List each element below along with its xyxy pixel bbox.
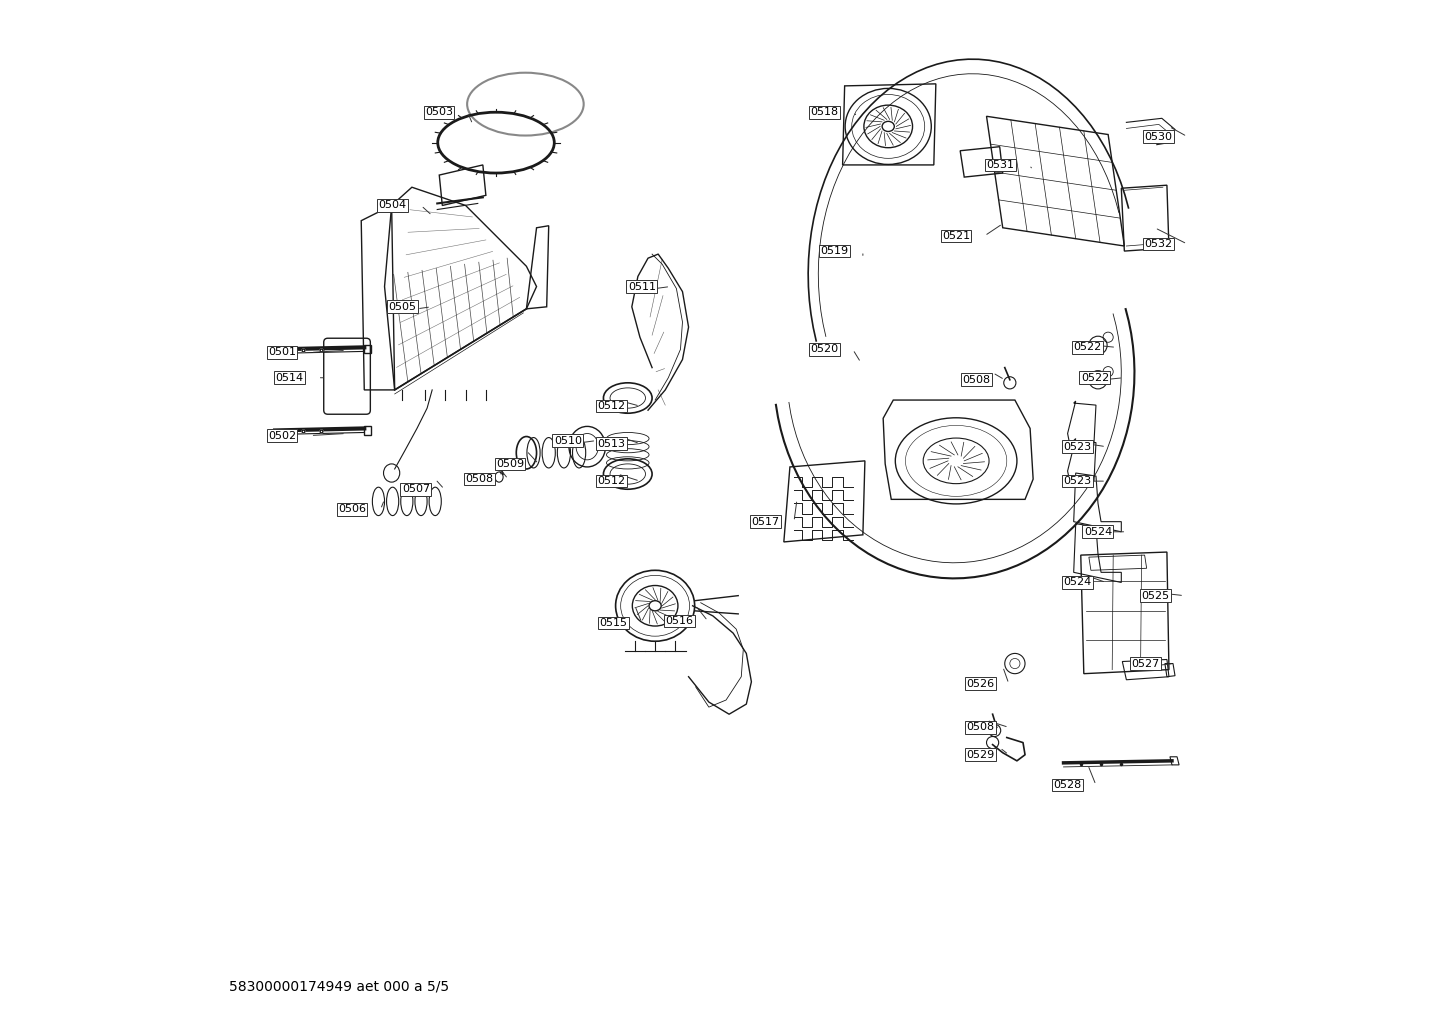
Text: 0515: 0515 xyxy=(600,618,627,628)
Text: 0501: 0501 xyxy=(268,347,296,358)
Text: 0522: 0522 xyxy=(1080,373,1109,383)
Text: 58300000174949 aet 000 a 5/5: 58300000174949 aet 000 a 5/5 xyxy=(229,980,450,994)
Text: 0527: 0527 xyxy=(1132,658,1159,668)
Text: 0510: 0510 xyxy=(554,435,581,445)
Text: 0509: 0509 xyxy=(496,459,523,469)
Text: 0524: 0524 xyxy=(1084,527,1112,537)
Text: 0516: 0516 xyxy=(665,615,694,626)
Text: 0511: 0511 xyxy=(627,281,656,291)
Text: 0512: 0512 xyxy=(597,401,626,411)
Text: 0508: 0508 xyxy=(466,474,493,484)
Text: 0523: 0523 xyxy=(1064,476,1092,486)
Text: 0519: 0519 xyxy=(820,246,848,256)
Text: 0529: 0529 xyxy=(966,750,995,760)
Text: 0513: 0513 xyxy=(597,438,626,448)
Text: 0518: 0518 xyxy=(810,107,838,117)
Text: 0521: 0521 xyxy=(942,231,970,240)
Text: 0507: 0507 xyxy=(402,484,430,494)
Text: 0523: 0523 xyxy=(1064,441,1092,451)
Text: 0530: 0530 xyxy=(1145,131,1172,142)
Text: 0522: 0522 xyxy=(1074,342,1102,353)
Text: 0524: 0524 xyxy=(1064,578,1092,588)
Text: 0528: 0528 xyxy=(1054,781,1082,790)
Text: 0526: 0526 xyxy=(966,679,995,689)
Text: 0508: 0508 xyxy=(962,375,991,385)
Text: 0504: 0504 xyxy=(378,201,407,211)
Text: 0532: 0532 xyxy=(1145,239,1172,249)
Text: 0502: 0502 xyxy=(268,430,296,440)
Text: 0520: 0520 xyxy=(810,344,838,355)
Text: 0505: 0505 xyxy=(388,302,417,312)
Text: 0514: 0514 xyxy=(275,373,303,383)
Text: 0531: 0531 xyxy=(986,160,1015,170)
Text: 0506: 0506 xyxy=(337,504,366,515)
Text: 0508: 0508 xyxy=(966,722,995,733)
Text: 0512: 0512 xyxy=(597,476,626,486)
Text: 0503: 0503 xyxy=(425,107,453,117)
Text: 0525: 0525 xyxy=(1142,591,1169,600)
Text: 0517: 0517 xyxy=(751,517,780,527)
